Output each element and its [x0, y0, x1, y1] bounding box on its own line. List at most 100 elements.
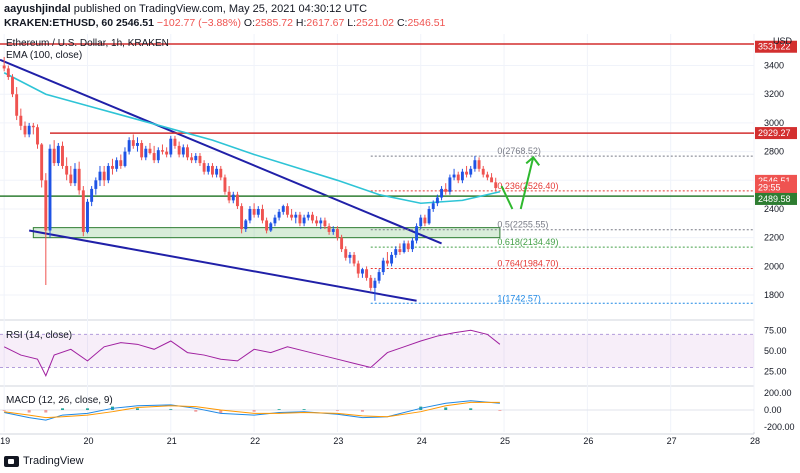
tradingview-brand: TradingView — [23, 455, 84, 467]
candle-up — [98, 171, 102, 181]
price-tick-label: 2800 — [764, 147, 784, 157]
candle-down — [31, 125, 35, 128]
candle-down — [202, 163, 206, 172]
candle-up — [319, 220, 323, 224]
candle-up — [448, 177, 452, 192]
ohlc-low-key: L: — [347, 17, 357, 29]
candle-down — [36, 127, 39, 145]
candle-down — [260, 208, 264, 221]
macd-tick-label: 0.00 — [764, 405, 782, 415]
candle-down — [240, 206, 244, 230]
candle-down — [485, 174, 489, 178]
ohlc-close: 2546.51 — [407, 17, 446, 29]
macd-tick-label: 200.00 — [764, 388, 792, 398]
macd-legend[interactable]: MACD (12, 26, close, 9) — [6, 395, 113, 406]
candle-down — [173, 138, 177, 146]
rsi-tick-label: 75.00 — [764, 325, 787, 335]
price-tag-bg — [755, 127, 797, 140]
rsi-tick-label: 50.00 — [764, 346, 787, 356]
candle-up — [294, 214, 298, 218]
candle-up — [273, 217, 277, 224]
candle-up — [377, 272, 381, 281]
candle-down — [77, 168, 81, 191]
ema-legend[interactable]: EMA (100, close) — [6, 50, 83, 61]
time-tick-label: 24 — [417, 436, 427, 446]
time-tick-label: 25 — [500, 436, 510, 446]
candle-up — [394, 249, 398, 255]
tradingview-logo[interactable]: TradingView — [4, 455, 84, 467]
candle-up — [410, 240, 414, 250]
candle-down — [365, 269, 369, 278]
candle-up — [460, 171, 464, 181]
publish-header: aayushjindal published on TradingView.co… — [4, 3, 367, 15]
candle-up — [215, 168, 219, 175]
candle-down — [494, 182, 498, 189]
candle-up — [86, 201, 89, 232]
price-tag-label: 2546.51 — [758, 176, 791, 186]
rsi-tick-label: 25.00 — [764, 367, 787, 377]
price-tag-label: 3531.22 — [758, 42, 791, 52]
time-tick-label: 23 — [333, 436, 343, 446]
candle-up — [381, 260, 385, 273]
fib-level-label: 0.236(2526.40) — [497, 181, 558, 191]
candle-down — [65, 165, 69, 175]
rsi-line — [3, 329, 501, 377]
candle-down — [131, 140, 135, 146]
candle-down — [81, 190, 85, 232]
candle-up — [231, 194, 235, 201]
ohlc-high-key: H: — [295, 17, 307, 29]
candle-down — [198, 155, 202, 164]
price-tick-label: 3400 — [764, 61, 784, 71]
candle-down — [190, 157, 194, 161]
candle-down — [23, 125, 27, 135]
candle-up — [90, 188, 94, 202]
candle-down — [385, 260, 389, 264]
time-tick-label: 26 — [583, 436, 593, 446]
candle-down — [235, 194, 239, 207]
candle-up — [256, 208, 260, 215]
candle-up — [156, 150, 160, 161]
ohlc-open-key: O: — [243, 17, 255, 29]
candle-up — [269, 223, 273, 231]
ohlc-low: 2521.02 — [356, 17, 395, 29]
candle-down — [252, 208, 256, 215]
arrow-up — [519, 157, 535, 210]
candle-down — [44, 180, 48, 231]
time-tick-label: 21 — [167, 436, 177, 446]
time-tick-label: 27 — [667, 436, 677, 446]
candle-up — [248, 208, 252, 221]
price-tick-label: 2200 — [764, 233, 784, 243]
published-text: published on TradingView.com, May 25, 20… — [73, 3, 368, 15]
candle-down — [398, 249, 402, 253]
candle-down — [2, 65, 6, 69]
price-tag-label: 2489.58 — [758, 194, 791, 204]
candle-down — [290, 214, 294, 218]
candle-down — [285, 206, 289, 215]
candle-down — [161, 150, 164, 152]
candle-down — [40, 144, 44, 181]
candle-down — [186, 147, 189, 158]
ema-100-line — [3, 72, 501, 205]
rsi-legend[interactable]: RSI (14, close) — [6, 330, 73, 341]
signal-line — [4, 401, 500, 419]
fib-level-label: 0.618(2134.49) — [497, 237, 558, 247]
candle-down — [152, 153, 156, 161]
candle-down — [219, 168, 223, 178]
candle-up — [144, 148, 148, 158]
fib-level-label: 0(2768.52) — [497, 146, 541, 156]
time-tick-label: 28 — [750, 436, 760, 446]
candle-down — [340, 237, 344, 250]
author-name[interactable]: aayushjindal — [4, 3, 71, 15]
ohlc-open: 2585.72 — [255, 17, 293, 29]
candle-up — [402, 243, 406, 253]
candle-down — [11, 77, 14, 95]
candle-up — [427, 208, 431, 224]
arrow-down — [500, 185, 514, 210]
candle-down — [327, 226, 331, 232]
candle-down — [444, 188, 448, 192]
fib-level-label: 1(1742.57) — [497, 293, 541, 303]
arrow-head-up — [525, 155, 541, 166]
price-tick-label: 3200 — [764, 89, 784, 99]
candle-down — [69, 174, 73, 184]
